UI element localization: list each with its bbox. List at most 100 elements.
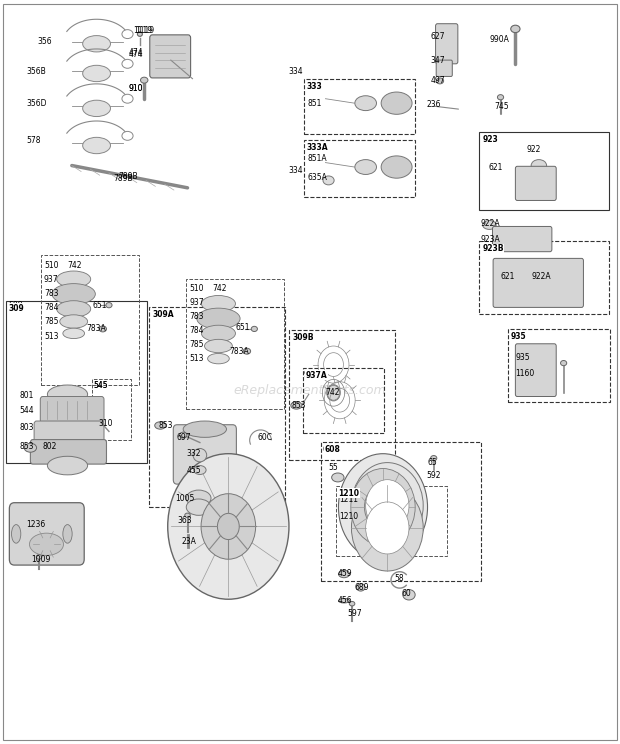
Text: 456: 456 [338,596,352,605]
Text: 621: 621 [500,272,515,281]
Ellipse shape [332,473,344,482]
Text: 608: 608 [322,445,337,454]
Ellipse shape [208,353,229,364]
Ellipse shape [183,421,226,437]
Ellipse shape [186,499,211,516]
Ellipse shape [82,65,110,82]
Text: 742: 742 [68,260,82,269]
Bar [149,307,285,507]
Ellipse shape [63,525,72,543]
Text: 785: 785 [189,340,204,349]
Bar [304,79,415,135]
Text: 923A: 923A [480,235,500,244]
Circle shape [168,454,289,599]
Ellipse shape [202,295,236,312]
Text: 347: 347 [431,56,445,65]
Text: 356: 356 [38,37,53,46]
Ellipse shape [106,303,112,308]
FancyBboxPatch shape [436,60,452,77]
Text: 497: 497 [431,77,445,86]
Ellipse shape [60,315,87,328]
Text: 937A: 937A [304,371,324,379]
Ellipse shape [431,455,437,461]
Bar [186,279,284,409]
Text: 455: 455 [186,466,201,475]
Circle shape [352,463,423,549]
FancyBboxPatch shape [436,24,458,64]
Ellipse shape [202,325,236,341]
Text: 459: 459 [338,569,352,579]
Circle shape [201,494,255,559]
Bar [336,486,448,557]
FancyBboxPatch shape [150,35,190,78]
Bar [304,140,415,197]
Text: 309: 309 [9,304,24,312]
Text: 236: 236 [427,100,441,109]
Ellipse shape [193,466,206,475]
Text: 1210: 1210 [340,513,359,522]
Text: 60: 60 [402,589,411,597]
Text: 851A: 851A [308,153,327,163]
Ellipse shape [243,348,250,354]
Text: 922A: 922A [480,219,500,228]
FancyBboxPatch shape [515,167,556,200]
FancyBboxPatch shape [493,258,583,307]
Text: 801: 801 [19,391,33,400]
Circle shape [351,469,415,546]
Text: 1160: 1160 [515,369,534,378]
Ellipse shape [381,92,412,115]
Text: 309A: 309A [152,310,172,318]
Text: 597: 597 [347,609,361,618]
Ellipse shape [291,402,302,409]
Text: 802: 802 [43,442,57,451]
Text: 513: 513 [189,354,204,363]
Text: 1236: 1236 [27,520,46,529]
Circle shape [366,502,409,554]
Text: 937: 937 [44,275,59,283]
FancyBboxPatch shape [492,226,552,251]
Ellipse shape [122,94,133,103]
Text: 784: 784 [189,326,204,335]
Text: 474: 474 [128,48,143,57]
Ellipse shape [56,271,91,287]
Ellipse shape [30,533,63,556]
Text: 592: 592 [427,472,441,481]
Text: 1005: 1005 [175,494,195,503]
Ellipse shape [36,555,42,559]
Ellipse shape [497,94,503,100]
Text: 363: 363 [177,516,192,525]
Ellipse shape [122,60,133,68]
Text: 627: 627 [431,32,445,41]
Text: eReplacementParts.com: eReplacementParts.com [234,384,386,397]
FancyBboxPatch shape [515,344,556,397]
Ellipse shape [82,36,110,52]
Ellipse shape [56,301,91,317]
Text: 922: 922 [526,145,541,154]
Ellipse shape [138,32,143,36]
Circle shape [366,480,409,532]
Ellipse shape [323,176,334,185]
Text: 1009: 1009 [32,554,51,564]
FancyBboxPatch shape [173,425,236,484]
Ellipse shape [122,132,133,141]
Text: 513: 513 [44,332,58,341]
Text: 58: 58 [394,574,404,583]
FancyBboxPatch shape [40,397,104,423]
Text: 356B: 356B [27,67,46,76]
Text: 544: 544 [19,406,34,415]
Ellipse shape [511,25,520,33]
Text: 309B: 309B [292,333,314,341]
Text: 510: 510 [44,260,58,269]
Text: 608: 608 [324,445,340,454]
Text: 851: 851 [308,99,322,108]
Ellipse shape [436,78,444,84]
Text: 783A: 783A [229,347,249,356]
Text: 789B: 789B [118,172,138,181]
Text: 990A: 990A [489,35,509,44]
Text: 853: 853 [19,442,33,451]
Ellipse shape [403,589,415,600]
Ellipse shape [356,583,365,591]
Text: 509: 509 [8,301,23,310]
Bar [6,301,147,463]
Ellipse shape [179,432,187,438]
